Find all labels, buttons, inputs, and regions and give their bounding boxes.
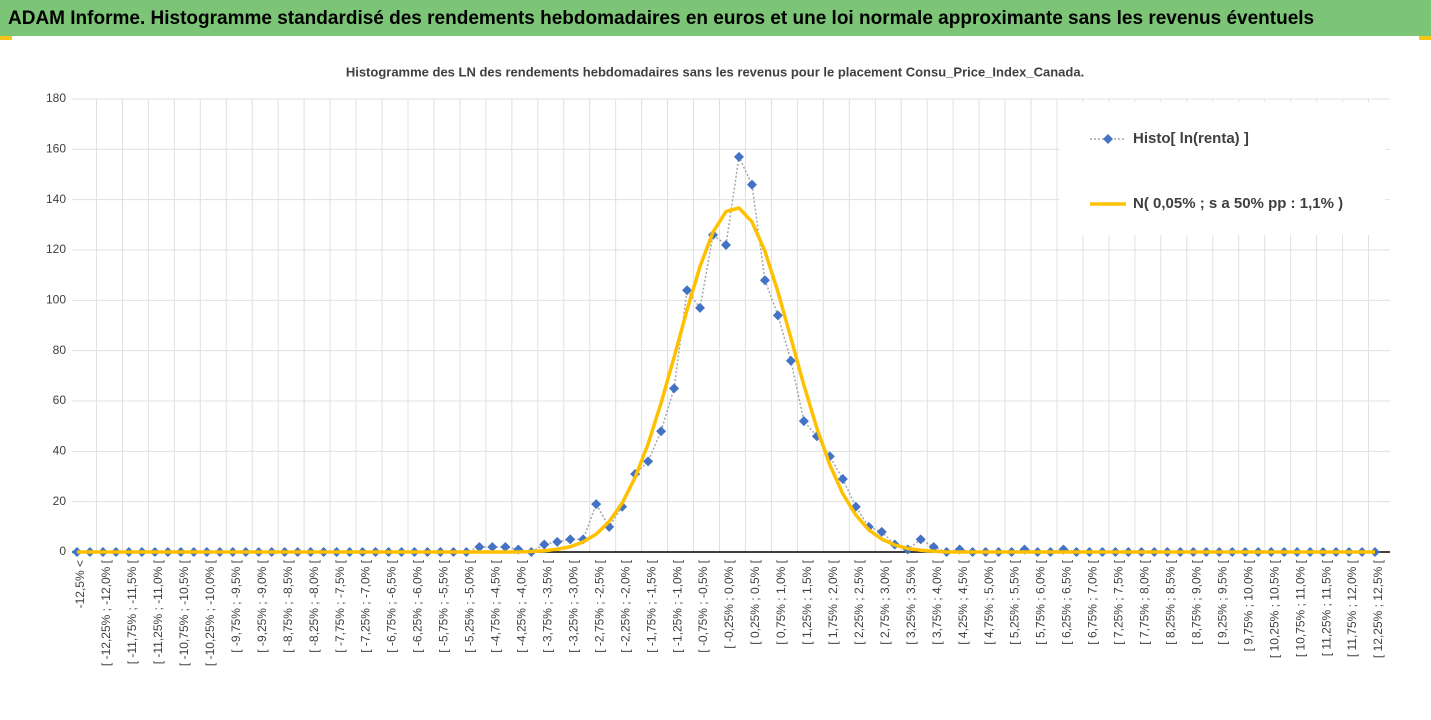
x-tick-label: [ -9,75% ; -9,5% [	[229, 559, 243, 652]
legend-label: Histo[ ln(renta) ]	[1133, 130, 1249, 147]
point	[915, 534, 926, 545]
y-tick-label: 40	[53, 444, 67, 458]
x-tick-label: [ -5,25% ; -5,0% [	[463, 559, 477, 652]
legend-marker	[1103, 134, 1113, 144]
y-tick-label: 0	[59, 544, 66, 558]
y-tick-label: 20	[53, 494, 67, 508]
y-tick-label: 80	[53, 343, 67, 357]
x-tick-label: [ -11,75% ; -11,5% [	[125, 559, 139, 664]
x-tick-label: [ -2,25% ; -2,0% [	[618, 559, 632, 652]
x-tick-label: [ 2,75% ; 3,0% [	[878, 559, 892, 644]
y-tick-label: 120	[46, 242, 66, 256]
point	[474, 541, 485, 552]
point	[798, 416, 809, 427]
point	[565, 534, 576, 545]
point	[643, 456, 654, 467]
x-tick-label: [ -4,25% ; -4,0% [	[514, 559, 528, 652]
x-tick-label: [ -7,25% ; -7,0% [	[359, 559, 373, 652]
series-line	[77, 206, 1375, 554]
point	[837, 474, 848, 485]
chart-title: Histogramme des LN des rendements hebdom…	[346, 64, 1084, 79]
x-tick-label: [ -3,75% ; -3,5% [	[540, 559, 554, 652]
legend-box	[1060, 102, 1385, 235]
point	[785, 355, 796, 366]
legend-label: N( 0,05% ; s a 50% pp : 1,1% )	[1133, 195, 1343, 212]
x-tick-label: [ 5,75% ; 6,0% [	[1034, 559, 1048, 644]
point	[733, 151, 744, 162]
point	[772, 310, 783, 321]
point	[487, 541, 498, 552]
x-tick-label: [ -12,25% ; -12,0% [	[99, 559, 113, 666]
x-tick-label: [ -10,25% ; -10,0% [	[203, 559, 217, 666]
x-tick-label: [ 4,25% ; 4,5% [	[956, 559, 970, 644]
point	[552, 536, 563, 547]
x-tick-label: [ 3,25% ; 3,5% [	[904, 559, 918, 644]
y-tick-label: 160	[46, 142, 66, 156]
header-title: ADAM Informe. Histogramme standardisé de…	[8, 8, 1314, 29]
x-tick-label: [ -6,75% ; -6,5% [	[385, 559, 399, 652]
x-tick-label: [ 6,25% ; 6,5% [	[1060, 559, 1074, 644]
point	[656, 426, 667, 437]
y-tick-label: 180	[46, 91, 66, 105]
x-tick-label: [ 6,75% ; 7,0% [	[1086, 559, 1100, 644]
x-tick-label: [ 0,75% ; 1,0% [	[774, 559, 788, 644]
x-tick-label: [ 7,75% ; 8,0% [	[1138, 559, 1152, 644]
point	[500, 541, 511, 552]
x-tick-label: [ -0,75% ; -0,5% [	[696, 559, 710, 652]
x-tick-label: [ -2,75% ; -2,5% [	[592, 559, 606, 652]
point	[746, 179, 757, 190]
header-bar	[0, 0, 1431, 36]
point	[669, 383, 680, 394]
x-tick-label: [ 0,25% ; 0,5% [	[748, 559, 762, 644]
y-tick-label: 140	[46, 192, 66, 206]
y-tick-label: 60	[53, 393, 67, 407]
x-tick-label: [ 3,75% ; 4,0% [	[930, 559, 944, 644]
point	[721, 239, 731, 250]
corner	[1419, 36, 1431, 40]
point	[539, 539, 550, 550]
x-tick-label: [ 8,25% ; 8,5% [	[1163, 559, 1177, 644]
x-tick-label: [ 8,75% ; 9,0% [	[1189, 559, 1203, 644]
x-tick-label: [ -11,25% ; -11,0% [	[151, 559, 165, 664]
point	[759, 275, 770, 286]
x-tick-label: [ 9,25% ; 9,5% [	[1215, 559, 1229, 644]
x-tick-label: [ -1,75% ; -1,5% [	[644, 559, 658, 652]
x-tick-label: [ 9,75% ; 10,0% [	[1241, 559, 1255, 651]
y-tick-label: 100	[46, 293, 66, 307]
x-tick-label: [ 11,75% ; 12,0% [	[1345, 559, 1359, 657]
point	[876, 526, 887, 537]
x-tick-label: [ 10,25% ; 10,5% [	[1267, 559, 1281, 658]
x-tick-label: [ -3,25% ; -3,0% [	[566, 559, 580, 652]
x-tick-label: [ -8,75% ; -8,5% [	[281, 559, 295, 652]
x-tick-label: [ -0,25% ; 0,0% [	[722, 559, 736, 648]
x-tick-label: [ -6,25% ; -6,0% [	[411, 559, 425, 652]
point	[695, 302, 706, 313]
x-tick-label: [ 12,25% ; 12,5% [	[1371, 559, 1385, 658]
x-tick-label: [ 11,25% ; 11,5% [	[1319, 559, 1333, 656]
x-tick-label: [ 2,25% ; 2,5% [	[852, 559, 866, 644]
x-tick-label: [ 4,75% ; 5,0% [	[982, 559, 996, 644]
x-tick-label: [ -9,25% ; -9,0% [	[255, 559, 269, 652]
x-tick-label: [ 1,75% ; 2,0% [	[826, 559, 840, 644]
corner	[0, 36, 12, 40]
x-tick-label: [ 1,25% ; 1,5% [	[800, 559, 814, 644]
point	[682, 285, 693, 296]
x-tick-label: [ -7,75% ; -7,5% [	[333, 559, 347, 652]
point	[591, 499, 602, 510]
x-tick-label: [ -1,25% ; -1,0% [	[670, 559, 684, 652]
x-tick-label: -12,5% <	[73, 560, 87, 608]
x-tick-label: [ 7,25% ; 7,5% [	[1112, 559, 1126, 644]
x-tick-label: [ 5,25% ; 5,5% [	[1008, 559, 1022, 644]
x-tick-label: [ -10,75% ; -10,5% [	[177, 559, 191, 666]
x-tick-label: [ -5,75% ; -5,5% [	[437, 559, 451, 652]
x-tick-label: [ -4,75% ; -4,5% [	[489, 559, 503, 652]
x-tick-label: [ -8,25% ; -8,0% [	[307, 559, 321, 652]
x-tick-label: [ 10,75% ; 11,0% [	[1293, 559, 1307, 657]
